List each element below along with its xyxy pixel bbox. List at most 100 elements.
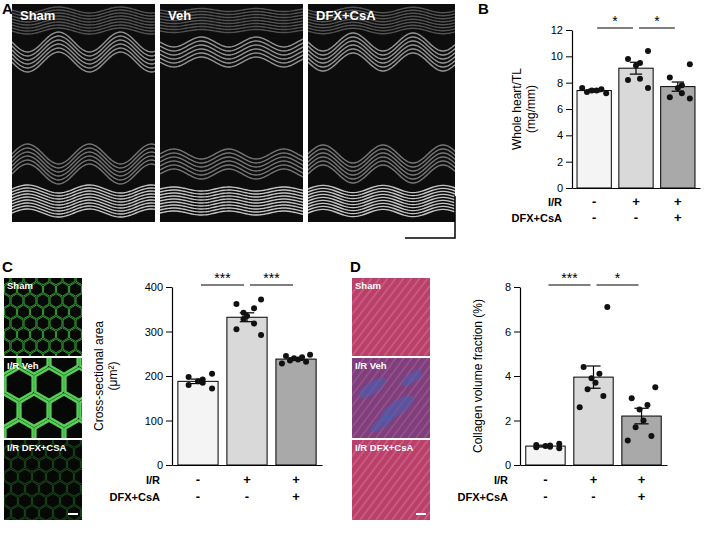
bar	[227, 317, 267, 465]
data-point	[209, 371, 215, 377]
fluorescence-image	[4, 440, 82, 520]
tick: 200	[145, 370, 172, 382]
tick-label: 4	[505, 370, 511, 382]
tissue-streak	[424, 278, 430, 356]
tick-label: 8	[505, 281, 511, 293]
echo-texture	[12, 52, 155, 72]
tick: 8	[505, 281, 520, 293]
cell-outline	[5, 494, 18, 509]
data-point	[577, 404, 583, 410]
data-point	[258, 296, 264, 302]
tissue-streak	[416, 278, 430, 356]
data-point	[589, 88, 595, 94]
tick: 0	[505, 459, 520, 471]
fluorescence-image	[4, 358, 82, 438]
tick-mark	[514, 287, 520, 288]
tick-mark	[566, 56, 572, 57]
condition-label: I/R	[146, 474, 160, 486]
fluorescence-image	[4, 278, 82, 356]
axis-line	[572, 31, 573, 189]
cell-outline	[33, 494, 46, 509]
axis-title: Collagen volume fraction (%)	[471, 299, 485, 453]
echo-texture	[308, 49, 455, 67]
cell-outline	[68, 481, 81, 496]
axis-line	[520, 288, 521, 466]
cell-outline	[26, 481, 39, 496]
tick-mark	[566, 30, 572, 31]
cell-outline	[5, 368, 32, 400]
image-label: DFX+CsA	[316, 8, 376, 23]
condition-value: +	[674, 194, 682, 209]
cell-outline	[57, 350, 69, 356]
tick-label: 10	[551, 50, 563, 62]
cell-outline	[44, 282, 56, 296]
tick-mark	[566, 162, 572, 163]
echo-texture	[12, 164, 155, 184]
data-point	[667, 74, 673, 80]
condition-value: -	[592, 210, 596, 225]
echo-texture	[308, 209, 455, 216]
cell-outline	[19, 518, 32, 520]
tick: 0	[557, 182, 572, 194]
error-bar	[586, 366, 600, 388]
echo-background	[308, 4, 455, 222]
echo-texture	[12, 28, 155, 34]
data-point	[604, 304, 610, 310]
data-point	[200, 380, 206, 386]
significance-label: *	[654, 13, 660, 29]
data-point	[186, 382, 192, 388]
cell-outline	[5, 305, 17, 319]
data-point	[585, 386, 591, 392]
plot-area	[526, 304, 661, 465]
cell-outline	[11, 339, 23, 353]
tick-label: 200	[145, 370, 163, 382]
cell-outline	[47, 469, 60, 484]
echo-texture	[308, 53, 455, 71]
tick-mark	[566, 188, 572, 189]
tick-label: 4	[557, 129, 563, 141]
cell-outline	[44, 350, 56, 356]
cell-outline	[65, 421, 82, 438]
cell-outline	[75, 469, 82, 484]
data-point	[645, 48, 651, 54]
scale-bar	[405, 196, 455, 238]
cell-outline	[50, 294, 62, 308]
echo-background	[12, 4, 155, 222]
cell-outline	[20, 394, 47, 426]
data-point	[598, 86, 604, 92]
cell-outline	[50, 316, 62, 330]
tick: 100	[145, 415, 172, 427]
tick: 6	[557, 103, 572, 115]
echo-background	[160, 4, 303, 222]
data-point	[629, 395, 635, 401]
data-point	[258, 332, 264, 338]
cell-outline	[18, 305, 30, 319]
cell-outline	[5, 350, 17, 356]
data-point	[186, 374, 192, 380]
tick-label: 0	[557, 182, 563, 194]
data-point	[637, 76, 643, 82]
data-point	[579, 85, 585, 91]
data-point	[295, 357, 301, 363]
trichrome-image	[352, 440, 430, 520]
echo-texture	[160, 41, 303, 51]
image-label: Sham	[7, 280, 33, 291]
image-label: Veh	[168, 8, 191, 23]
image-background	[352, 440, 430, 520]
scale-bar	[68, 513, 78, 515]
tick-mark	[166, 287, 172, 288]
tick-label: 2	[505, 415, 511, 427]
echo-texture	[160, 37, 303, 47]
data-point	[645, 85, 651, 91]
data-point	[637, 406, 643, 412]
echo-texture	[12, 44, 155, 64]
echo-image	[308, 4, 455, 222]
bar	[574, 377, 613, 465]
tick-mark	[166, 332, 172, 333]
echo-texture	[12, 40, 155, 60]
cell-outline	[5, 421, 32, 438]
error-bar	[672, 82, 684, 91]
cell-outline	[24, 294, 36, 308]
echo-texture	[12, 48, 155, 68]
tissue-streak	[424, 440, 430, 520]
